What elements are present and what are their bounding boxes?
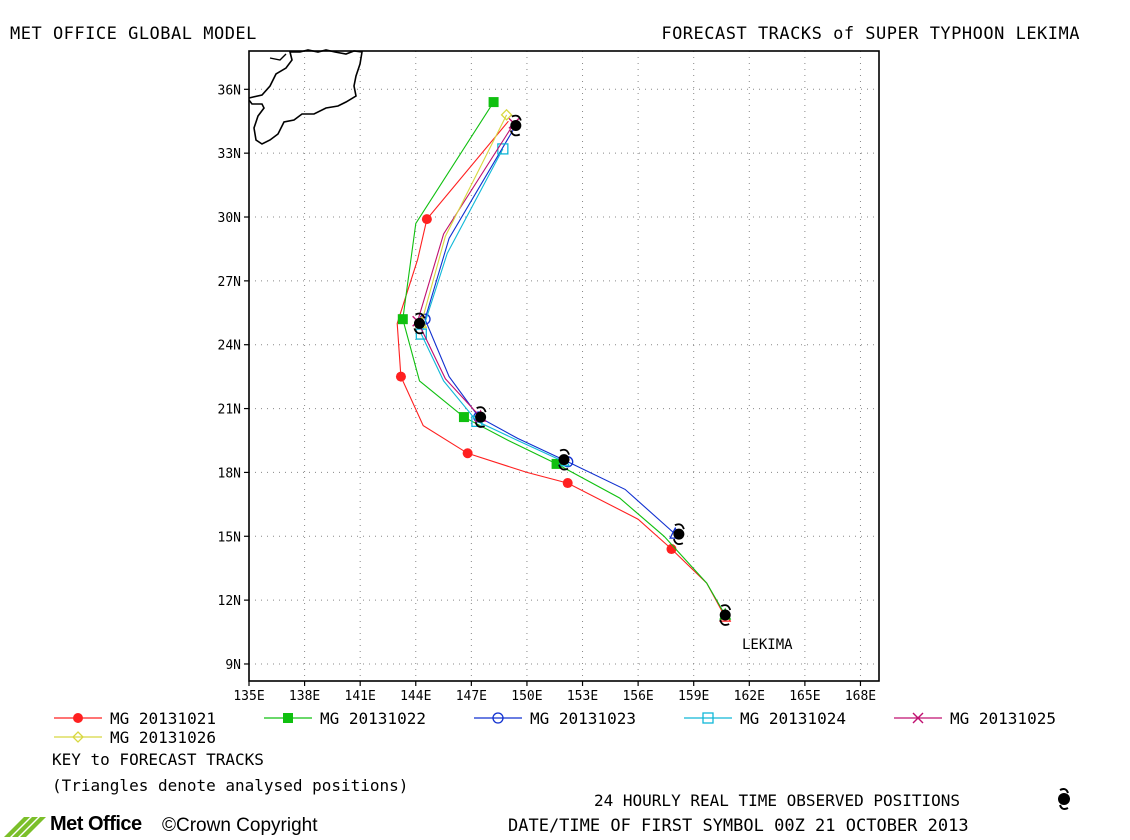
observed-positions: [413, 114, 732, 626]
forecast-tracks: [395, 97, 732, 622]
x-tick-label: 153E: [567, 689, 598, 700]
x-tick-label: 147E: [456, 689, 487, 700]
legend-item: MG 20131021: [52, 708, 216, 728]
y-tick-label: 33N: [218, 147, 241, 162]
y-tick-label: 21N: [218, 403, 241, 418]
logo-text: Met Office: [50, 812, 142, 835]
x-tick-label: 144E: [400, 689, 431, 700]
track-line: [402, 101, 726, 616]
legend-marker: [283, 713, 293, 723]
japan-coastline: [248, 49, 363, 145]
track-marker: [397, 314, 408, 325]
legend-label: MG 20131023: [530, 708, 636, 728]
y-tick-label: 12N: [218, 594, 241, 609]
legend-item: MG 20131022: [262, 708, 426, 728]
track-marker: [458, 412, 469, 423]
track-marker: [500, 108, 513, 121]
y-tick-label: 24N: [218, 339, 241, 354]
legend-marker: [702, 712, 714, 724]
legend-swatch: [684, 712, 732, 724]
legend-swatch: [54, 713, 102, 723]
track-marker: [562, 478, 573, 489]
coastline-fragment: [269, 53, 287, 61]
legend-marker: [72, 731, 84, 743]
legend-item: MG 20131024: [682, 708, 846, 728]
axis-ticks: 135E 138E 141E 144E 147E 150E 153E 156E 159E 162E…: [218, 83, 877, 700]
legend-label: MG 20131022: [320, 708, 426, 728]
observed-typhoon-icon: [413, 312, 426, 335]
track-marker: [395, 371, 406, 382]
track-mg-20131025: [412, 117, 520, 422]
observed-typhoon-icon: [558, 448, 570, 471]
x-tick-label: 162E: [734, 689, 765, 700]
track-marker: [462, 448, 473, 459]
y-tick-label: 15N: [218, 530, 241, 545]
copyright-notice: ©Crown Copyright: [162, 815, 318, 836]
y-tick-label: 9N: [225, 658, 241, 673]
model-title: MET OFFICE GLOBAL MODEL: [10, 24, 257, 44]
y-tick-label: 18N: [218, 466, 241, 481]
track-line: [420, 148, 565, 463]
x-tick-label: 156E: [622, 689, 653, 700]
key-title: KEY to FORECAST TRACKS: [52, 750, 264, 769]
legend-marker: [73, 713, 83, 723]
legend-item: MG 20131025: [892, 708, 1056, 728]
track-mg-20131021: [395, 120, 732, 622]
chart-title: FORECAST TRACKS of SUPER TYPHOON LEKIMA: [661, 24, 1080, 44]
x-tick-label: 135E: [233, 689, 264, 700]
observed-typhoon-icon: [673, 523, 685, 545]
track-line: [417, 123, 515, 418]
met-office-logo: Met Office: [4, 811, 142, 837]
legend-item: MG 20131026: [52, 727, 216, 747]
legend-swatch: [894, 712, 942, 724]
legend-label: MG 20131021: [110, 708, 216, 728]
observed-typhoon-icon: [474, 406, 487, 428]
x-tick-label: 141E: [345, 689, 376, 700]
x-tick-label: 138E: [289, 689, 320, 700]
track-mg-20131022: [397, 97, 732, 620]
track-marker: [488, 97, 499, 108]
y-tick-label: 27N: [218, 275, 241, 290]
typhoon-symbol-icon: [1058, 788, 1070, 810]
track-marker: [421, 214, 432, 225]
track-map: 135E 138E 141E 144E 147E 150E 153E 156E 159E 162E…: [218, 49, 880, 700]
grid-lines: [248, 51, 879, 681]
legend-label: MG 20131024: [740, 708, 846, 728]
x-tick-label: 150E: [511, 689, 542, 700]
legend-label: MG 20131025: [950, 708, 1056, 728]
legend-swatch: [54, 731, 102, 743]
logo-swoosh-icon: [4, 817, 46, 837]
x-tick-label: 165E: [789, 689, 820, 700]
legend-label: MG 20131026: [110, 727, 216, 747]
track-marker: [551, 458, 562, 469]
key-note: (Triangles denote analysed positions): [52, 776, 409, 795]
x-tick-label: 168E: [845, 689, 876, 700]
date-label: DATE/TIME OF FIRST SYMBOL 00Z 21 OCTOBER…: [508, 816, 969, 836]
legend-marker: [912, 712, 924, 724]
plot-frame: [248, 50, 880, 682]
track-mg-20131024: [415, 143, 571, 467]
y-tick-label: 36N: [218, 83, 241, 98]
x-tick-label: 159E: [678, 689, 709, 700]
track-line: [424, 125, 676, 535]
y-tick-label: 30N: [218, 211, 241, 226]
observed-typhoon-icon: [719, 604, 732, 626]
track-line: [420, 114, 508, 324]
legend-item: MG 20131023: [472, 708, 636, 728]
legend-swatch: [474, 712, 522, 724]
track-mg-20131023: [419, 125, 682, 539]
observed-legend-label: 24 HOURLY REAL TIME OBSERVED POSITIONS: [594, 791, 961, 810]
observed-typhoon-icon: [509, 114, 522, 137]
storm-name-label: LEKIMA: [742, 637, 793, 653]
coastline: [248, 49, 363, 145]
legend-marker: [492, 712, 504, 724]
legend-swatch: [264, 713, 312, 723]
